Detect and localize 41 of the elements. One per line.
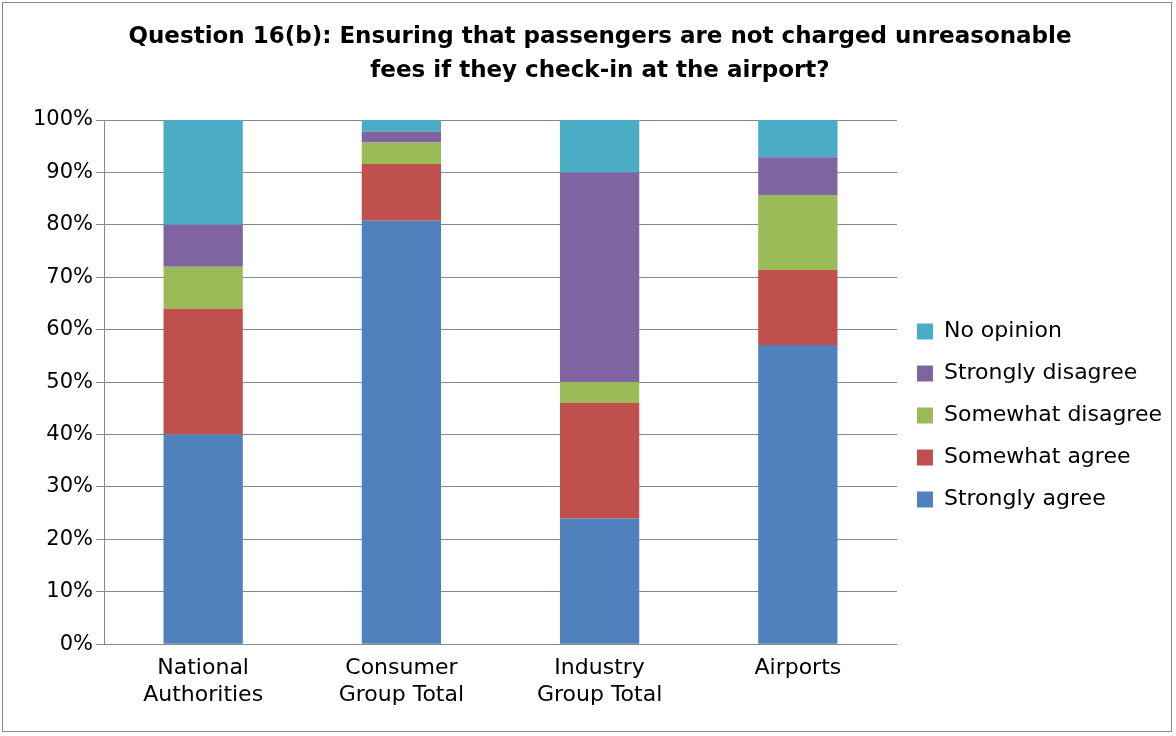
y-tick-label: 70% [46, 263, 94, 288]
y-tick-label: 100% [32, 106, 94, 131]
y-tick-label: 60% [46, 316, 94, 341]
legend-label: Strongly disagree [943, 359, 1138, 385]
bar [163, 120, 243, 225]
y-tick-label: 50% [46, 368, 94, 393]
bar [361, 220, 442, 644]
bar [163, 224, 243, 267]
bar [361, 131, 442, 143]
bar [758, 120, 838, 158]
bar [758, 344, 838, 644]
y-tick-label: 20% [46, 525, 94, 550]
y-tick-label: 0% [59, 630, 94, 655]
bar [559, 382, 640, 404]
legend-label: Somewhat disagree [943, 401, 1162, 427]
bar [559, 172, 640, 383]
x-tick-label: National Authorities [143, 654, 264, 706]
y-tick-label: 10% [46, 578, 94, 603]
bar [559, 403, 640, 519]
bar [361, 120, 442, 132]
x-tick-label: Industry Group Total [536, 654, 663, 706]
bar [361, 142, 442, 165]
y-tick-label: 30% [46, 473, 94, 498]
bar [163, 308, 243, 435]
legend-label: Somewhat agree [943, 443, 1131, 469]
bar [758, 157, 838, 195]
legend-label: Strongly agree [943, 485, 1106, 511]
chart-title: Question 16(b): Ensuring that passengers are not charged unreasonable fees if they check-in at the airport? [127, 21, 1073, 84]
bar [361, 164, 442, 221]
y-tick-label: 80% [46, 211, 94, 236]
bar [559, 518, 640, 644]
x-tick-label: Airports [754, 654, 842, 680]
bar [163, 434, 243, 644]
bar [758, 194, 838, 270]
y-tick-label: 90% [46, 158, 94, 183]
x-tick-label: Consumer Group Total [338, 654, 465, 706]
bar [163, 266, 243, 309]
bar [758, 269, 838, 345]
y-tick-label: 40% [46, 420, 94, 445]
bar [559, 120, 640, 173]
legend-label: No opinion [943, 317, 1062, 343]
